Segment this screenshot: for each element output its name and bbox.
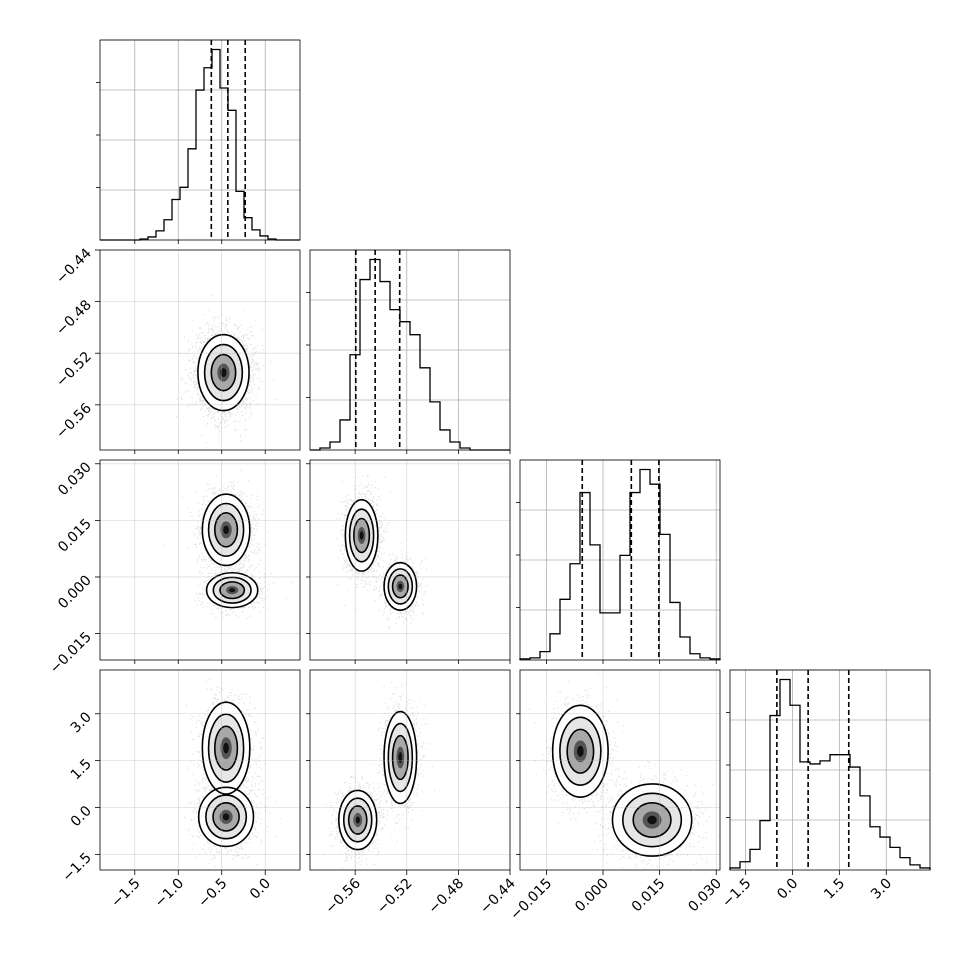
y-tick-label-p3: 1.5 <box>68 756 95 783</box>
contour-line <box>353 517 371 554</box>
contour-line <box>197 333 250 412</box>
contour-line <box>383 561 418 611</box>
y-tick-label-p2: 0.030 <box>55 459 95 499</box>
scatter-points <box>322 681 436 870</box>
hist-panel-p2 <box>516 459 721 661</box>
y-tick-label-p2: 0.015 <box>55 516 95 556</box>
scatter-panel-p1-p3 <box>309 669 511 871</box>
axes-frame <box>99 39 301 241</box>
density-fill <box>223 525 229 535</box>
contour-line <box>207 502 245 557</box>
contour-line <box>611 783 693 857</box>
contour-line <box>212 576 252 604</box>
scatter-panel-p2-p3 <box>519 669 721 871</box>
axes-frame <box>519 669 721 871</box>
contour-line <box>344 499 379 572</box>
contour-line <box>383 710 418 805</box>
x-tick-label-p3: 0.0 <box>774 876 801 903</box>
density-fill <box>577 745 584 757</box>
axes-frame <box>99 669 301 871</box>
y-tick-label-p1: −0.56 <box>53 400 95 442</box>
axes-frame <box>99 249 301 451</box>
density-fill <box>647 815 657 825</box>
axes-frame <box>309 459 511 661</box>
density-fill <box>359 531 364 540</box>
scatter-panel-p0-p3 <box>99 669 301 871</box>
contour-line <box>559 716 602 786</box>
y-tick-label-p1: −0.48 <box>53 297 95 339</box>
density-fill <box>229 588 236 593</box>
y-tick-label-p3: 3.0 <box>68 709 95 736</box>
density-fill <box>398 583 403 590</box>
x-tick-label-p0: −1.0 <box>152 876 187 911</box>
contour-line <box>387 568 414 605</box>
contour-line <box>391 574 409 599</box>
density-fill <box>220 368 227 378</box>
x-tick-label-p1: −0.52 <box>374 876 416 918</box>
y-tick-label-p3: 0.0 <box>68 803 95 830</box>
histogram-p1 <box>310 258 510 451</box>
histogram-p2 <box>519 468 721 660</box>
axes-frame <box>309 669 511 871</box>
y-tick-label-p2: −0.015 <box>47 629 95 677</box>
axes-frame <box>99 459 301 661</box>
density-fill <box>398 752 403 763</box>
scatter-panel-p0-p2 <box>99 459 301 661</box>
x-tick-label-p2: 0.000 <box>572 876 612 916</box>
histogram-p3 <box>729 678 931 870</box>
contour-line <box>203 343 244 402</box>
y-tick-label-p3: −1.5 <box>59 850 94 885</box>
axes-frame <box>729 669 931 871</box>
y-tick-label-p2: 0.000 <box>55 572 95 612</box>
axes-frame <box>519 459 721 661</box>
x-tick-label-p0: 0.0 <box>247 876 274 903</box>
scatter-points <box>528 673 719 870</box>
density-fill <box>223 742 229 754</box>
histogram-p0 <box>100 48 300 241</box>
contour-line <box>566 728 595 774</box>
contour-line <box>632 802 672 838</box>
contour-line <box>347 805 368 835</box>
hist-panel-p3 <box>726 669 931 871</box>
density-fill <box>355 816 361 824</box>
contour-line <box>201 493 251 567</box>
contour-line <box>201 701 251 795</box>
x-tick-label-p3: −1.5 <box>719 876 754 911</box>
contour-line <box>342 797 373 843</box>
contour-line <box>348 508 375 563</box>
x-tick-label-p3: 3.0 <box>868 876 895 903</box>
x-tick-label-p0: −1.5 <box>108 876 143 911</box>
contour-line <box>197 786 255 848</box>
contour-line <box>337 789 378 851</box>
x-tick-label-p1: −0.56 <box>322 875 364 917</box>
y-tick-label-p1: −0.52 <box>53 349 95 391</box>
contour-line <box>213 512 239 548</box>
contour-line <box>213 725 239 771</box>
contour-line <box>391 734 409 781</box>
scatter-panel-p0-p1 <box>99 249 301 451</box>
density-fill <box>222 813 230 821</box>
x-tick-label-p2: 0.015 <box>629 876 669 916</box>
axes-frame <box>309 249 511 451</box>
contour-line <box>205 571 259 609</box>
contour-line <box>551 704 609 798</box>
hist-panel-p0 <box>96 39 301 241</box>
contour-line <box>622 792 683 848</box>
contour-line <box>219 581 246 600</box>
scatter-panel-p1-p2 <box>309 459 511 661</box>
x-tick-label-p2: 0.030 <box>685 876 725 916</box>
contour-line <box>207 713 245 783</box>
contour-line <box>210 353 237 392</box>
contour-line <box>387 722 414 793</box>
x-tick-label-p0: −0.5 <box>195 876 230 911</box>
x-tick-label-p1: −0.48 <box>426 876 468 918</box>
contour-line <box>205 794 248 840</box>
y-tick-label-p1: −0.44 <box>53 245 95 287</box>
x-tick-label-p3: 1.5 <box>821 876 848 903</box>
contour-line <box>212 802 240 832</box>
hist-panel-p1 <box>306 249 511 451</box>
